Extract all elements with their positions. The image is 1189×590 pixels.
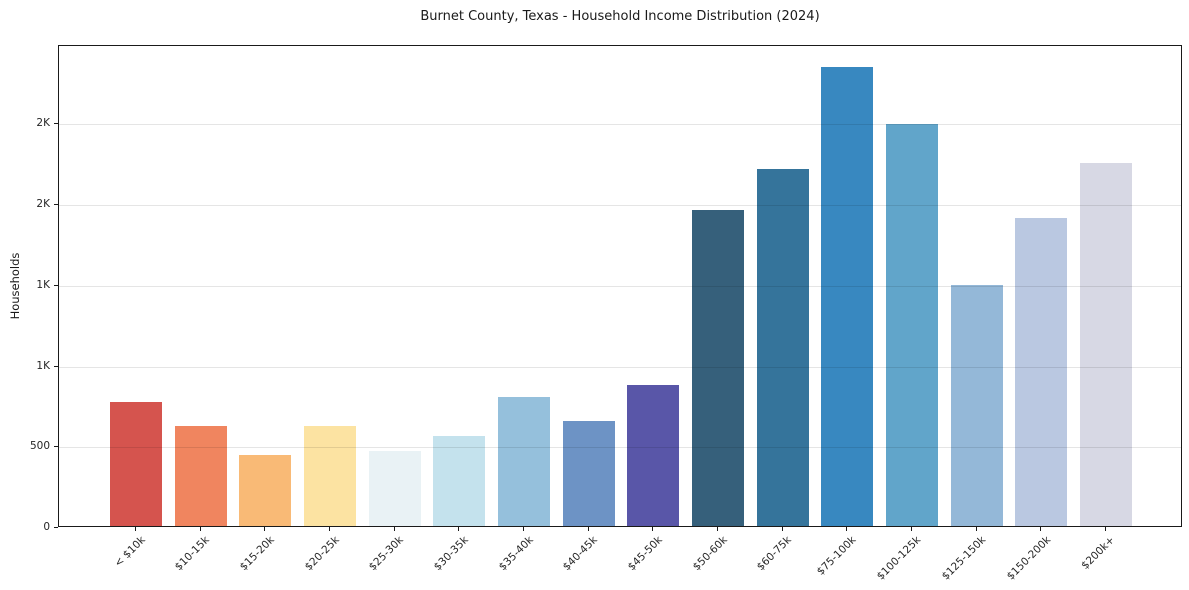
gridline (59, 205, 1181, 206)
gridline (59, 367, 1181, 368)
x-tick-label: $125-150k (939, 534, 989, 583)
bar-$100-125k (886, 124, 939, 526)
x-tick-label: $100-125k (874, 534, 924, 583)
bar-$75-100k (821, 67, 874, 526)
x-tick-label: $40-45k (561, 534, 601, 574)
x-tick-mark (394, 527, 395, 531)
y-tick-label: 2K (36, 198, 50, 211)
bar-$45-50k (627, 385, 680, 526)
x-tick-label: $35-40k (496, 534, 536, 574)
gridline (59, 447, 1181, 448)
x-tick-label: $75-100k (815, 534, 859, 578)
x-tick-label: $15-20k (237, 534, 277, 574)
x-tick-mark (1105, 527, 1106, 531)
y-tick-mark (54, 527, 58, 528)
x-tick-label: $200k+ (1079, 534, 1118, 572)
chart-title: Burnet County, Texas - Household Income … (420, 9, 820, 24)
x-tick-label: $60-75k (755, 534, 795, 574)
bar-$150-200k (1015, 218, 1068, 526)
x-tick-mark (200, 527, 201, 531)
x-tick-label: $150-200k (1004, 534, 1053, 583)
x-tick-mark (717, 527, 718, 531)
gridline (59, 124, 1181, 125)
x-tick-label: $30-35k (431, 534, 471, 574)
x-tick-mark (1040, 527, 1041, 531)
y-tick-label: 2K (36, 117, 50, 130)
bar-$25-30k (368, 451, 421, 526)
y-axis-label: Households (8, 252, 22, 320)
y-tick-mark (54, 204, 58, 205)
y-tick-label: 0 (43, 521, 50, 533)
x-tick-mark (652, 527, 653, 531)
bar-$60-75k (756, 169, 809, 526)
y-tick-mark (54, 446, 58, 447)
x-tick-mark (329, 527, 330, 531)
x-tick-label: $50-60k (690, 534, 730, 574)
x-tick-mark (264, 527, 265, 531)
x-tick-mark (846, 527, 847, 531)
x-tick-label: < $10k (111, 534, 148, 570)
bar-$125-150k (950, 285, 1003, 526)
bar-$40-45k (562, 421, 615, 526)
y-tick-label: 1K (36, 359, 50, 372)
bar-$30-35k (433, 436, 486, 526)
bar-$10-15k (174, 426, 227, 526)
x-tick-mark (782, 527, 783, 531)
x-tick-label: $10-15k (173, 534, 213, 574)
x-tick-mark (135, 527, 136, 531)
bar-$35-40k (497, 397, 550, 526)
bar-$200k+ (1080, 163, 1133, 526)
plot-area (58, 45, 1182, 527)
y-tick-mark (54, 285, 58, 286)
gridline (59, 286, 1181, 287)
y-tick-label: 500 (29, 440, 50, 453)
bar-$50-60k (692, 210, 744, 526)
x-tick-label: $45-50k (625, 534, 665, 574)
y-tick-mark (54, 366, 58, 367)
x-tick-label: $20-25k (302, 534, 342, 574)
x-tick-mark (911, 527, 912, 531)
y-tick-mark (54, 123, 58, 124)
x-tick-mark (458, 527, 459, 531)
bar-$15-20k (239, 455, 292, 526)
x-tick-mark (976, 527, 977, 531)
bar-$20-25k (303, 426, 356, 526)
bar-< $10k (109, 402, 162, 526)
x-tick-label: $25-30k (367, 534, 407, 574)
x-tick-mark (588, 527, 589, 531)
y-tick-label: 1K (36, 278, 50, 291)
x-tick-mark (523, 527, 524, 531)
